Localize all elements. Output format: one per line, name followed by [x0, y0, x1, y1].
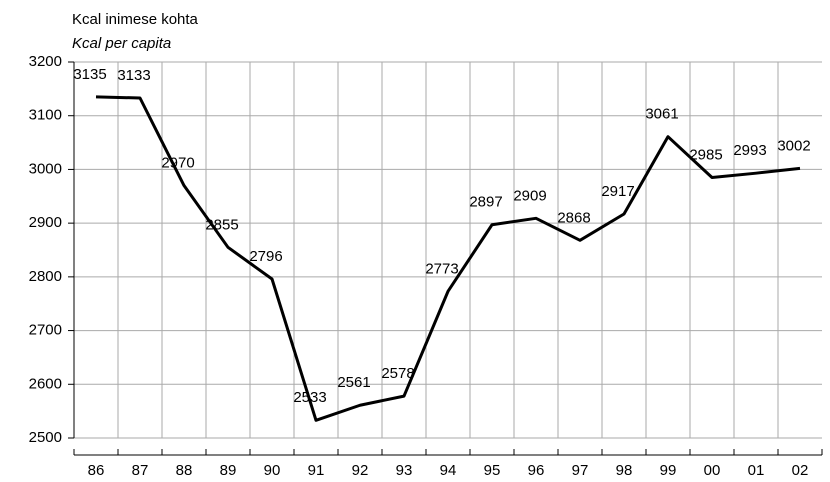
data-label: 2985 — [689, 146, 722, 163]
x-tick-label: 02 — [792, 462, 809, 479]
data-label: 2533 — [293, 389, 326, 406]
data-label: 3002 — [777, 137, 810, 154]
x-tick-label: 98 — [616, 462, 633, 479]
x-tick-label: 93 — [396, 462, 413, 479]
data-label: 2868 — [557, 209, 590, 226]
x-tick-label: 97 — [572, 462, 589, 479]
x-tick-label: 90 — [264, 462, 281, 479]
data-label: 2855 — [205, 216, 238, 233]
data-label: 2561 — [337, 374, 370, 391]
y-tick-label: 2900 — [29, 214, 62, 231]
y-tick-label: 3200 — [29, 53, 62, 70]
x-tick-label: 01 — [748, 462, 765, 479]
x-tick-label: 96 — [528, 462, 545, 479]
x-tick-label: 86 — [88, 462, 105, 479]
x-tick-label: 94 — [440, 462, 457, 479]
x-tick-label: 99 — [660, 462, 677, 479]
data-label: 3135 — [73, 66, 106, 83]
data-label: 2909 — [513, 187, 546, 204]
data-label: 2970 — [161, 155, 194, 172]
data-label: 3061 — [645, 106, 678, 123]
x-tick-label: 88 — [176, 462, 193, 479]
y-tick-label: 3100 — [29, 107, 62, 124]
y-tick-label: 3000 — [29, 160, 62, 177]
data-label: 2578 — [381, 365, 414, 382]
data-line — [95, 95, 801, 422]
x-tick-label: 95 — [484, 462, 501, 479]
data-label: 3133 — [117, 67, 150, 84]
x-tick-label: 87 — [132, 462, 149, 479]
x-tick-label: 00 — [704, 462, 721, 479]
y-tick-label: 2800 — [29, 268, 62, 285]
data-label: 2796 — [249, 248, 282, 265]
y-tick-label: 2500 — [29, 429, 62, 446]
x-tick-label: 91 — [308, 462, 325, 479]
x-tick-label: 89 — [220, 462, 237, 479]
x-tick-label: 92 — [352, 462, 369, 479]
data-label: 2773 — [425, 260, 458, 277]
data-label: 2917 — [601, 183, 634, 200]
data-label: 2897 — [469, 194, 502, 211]
y-tick-label: 2600 — [29, 375, 62, 392]
data-label: 2993 — [733, 142, 766, 159]
chart-subtitle: Kcal per capita — [72, 35, 171, 52]
chart-title: Kcal inimese kohta — [72, 11, 199, 28]
y-tick-label: 2700 — [29, 322, 62, 339]
